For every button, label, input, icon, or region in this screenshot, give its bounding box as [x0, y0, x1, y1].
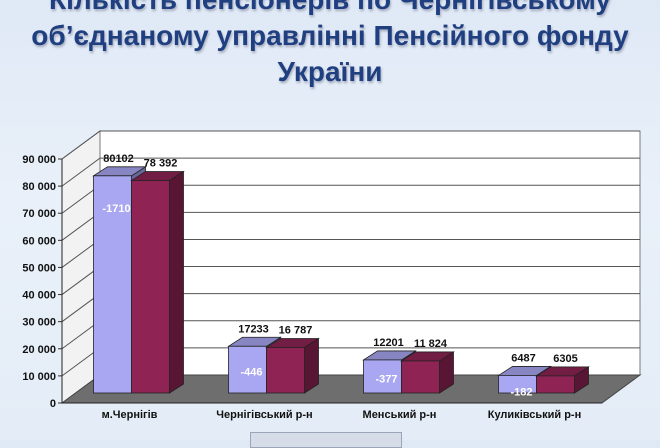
- difference-label: -1710: [102, 203, 130, 215]
- gridline: [61, 157, 640, 187]
- y-tick-label: 20 000: [22, 344, 56, 356]
- y-tick-label: 40 000: [22, 290, 56, 302]
- x-tick-label: м.Чернігів: [102, 409, 158, 421]
- y-tick-label: 80 000: [22, 181, 56, 193]
- y-tick-label: 70 000: [22, 208, 56, 220]
- difference-label: -182: [510, 386, 532, 398]
- chart-title: Кількість пенсіонерів по Чернігівському …: [0, 0, 660, 90]
- difference-label: -446: [240, 367, 262, 379]
- difference-label: -377: [375, 373, 397, 385]
- title-line-3: України: [277, 56, 383, 87]
- bar-series2: [535, 366, 590, 394]
- bar-series1-front: [93, 175, 132, 394]
- data-label-series1: 6487: [511, 352, 535, 364]
- y-tick-label: 90 000: [22, 154, 56, 166]
- y-tick-label: 30 000: [22, 317, 56, 329]
- data-label-series2: 6305: [553, 353, 577, 365]
- bar-series2-front: [536, 375, 575, 394]
- data-label-series1: 12201: [373, 337, 404, 349]
- bar-series2-front: [266, 347, 305, 394]
- bar-series2-front: [401, 360, 440, 394]
- bar-series1-front: [228, 345, 267, 394]
- data-label-series2: 11 824: [414, 338, 448, 350]
- title-line-1: Кількість пенсіонерів по Чернігівському: [0, 0, 660, 18]
- x-tick-label: Куликівський р-н: [488, 409, 581, 421]
- legend-box: [250, 432, 402, 448]
- x-tick-label: Менський р-н: [363, 409, 437, 421]
- data-label-series1: 80102: [103, 153, 134, 165]
- x-tick-label: Чернігівський р-н: [216, 409, 312, 421]
- data-label-series2: 78 392: [144, 157, 178, 169]
- data-label-series1: 17233: [238, 323, 269, 335]
- bar-series2-side: [169, 170, 184, 394]
- title-line-2: об’єднаному управлінні Пенсійного фонду: [31, 20, 629, 51]
- y-tick-label: 50 000: [22, 262, 56, 274]
- gridline: [61, 130, 640, 160]
- bar-series2-side: [304, 337, 319, 394]
- bar-series2: [400, 351, 455, 394]
- bar-series2: [130, 170, 185, 394]
- y-tick-label: 10 000: [22, 371, 56, 383]
- bar-series2-front: [131, 180, 170, 394]
- data-label-series2: 16 787: [279, 324, 313, 336]
- y-tick-label: 60 000: [22, 235, 56, 247]
- y-tick-label: 0: [50, 398, 56, 410]
- bar-series2: [265, 337, 320, 394]
